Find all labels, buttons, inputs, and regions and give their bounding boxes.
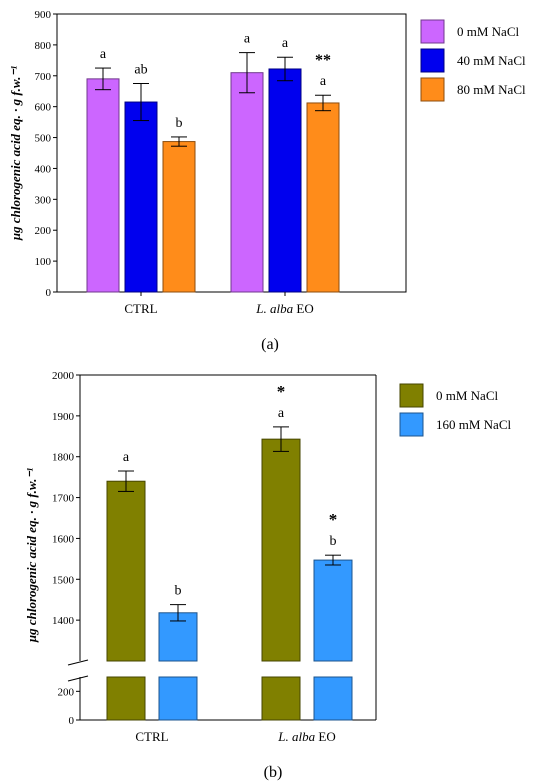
panel-b-ytick-lower-label-1: 200 bbox=[58, 686, 75, 698]
panel-a-legend-swatch-0 bbox=[420, 19, 445, 44]
panel-a-errorbar-s0-c1 bbox=[239, 52, 255, 94]
panel-b-caption: (b) bbox=[264, 764, 283, 781]
panel-a-letter-s1-c1: a bbox=[282, 36, 289, 51]
panel-b-xlabel-ctrl: CTRL bbox=[135, 729, 168, 744]
panel-b-bar-lower-s0-c1 bbox=[261, 676, 301, 721]
panel-b-ylabel: μg chlorogenic acid eq. · g f.w.⁻¹ bbox=[24, 468, 39, 643]
panel-b-xlabel-ctrl-part-0: CTRL bbox=[135, 729, 168, 744]
panel-a-ytick-label-2: 200 bbox=[35, 225, 52, 237]
panel-a-sig-s2-c1: ** bbox=[315, 52, 331, 69]
panel-b-legend-label-0: 0 mM NaCl bbox=[436, 388, 499, 403]
panel-b-xlabel-lalba: L. alba EO bbox=[277, 729, 335, 744]
panel-b-bar-lower-s0-c0 bbox=[106, 676, 146, 721]
panel-a-ytick-label-8: 800 bbox=[35, 40, 52, 52]
panel-b-xlabel-lalba-part-1: EO bbox=[315, 729, 336, 744]
panel-b-errorbar-s0-c1 bbox=[273, 426, 289, 452]
panel-a-legend-label-0: 0 mM NaCl bbox=[457, 24, 520, 39]
panel-a-errorbar-s2-c0 bbox=[171, 136, 187, 147]
panel-b-xlabel-lalba-part-0: L. alba bbox=[277, 729, 315, 744]
panel-a-ytick-label-9: 900 bbox=[35, 9, 52, 21]
panel-a-ylabel: μg chlorogenic acid eq. · g f.w.⁻¹ bbox=[8, 66, 23, 241]
panel-a-legend-label-1: 40 mM NaCl bbox=[457, 53, 526, 68]
panel-b-legend-label-1: 160 mM NaCl bbox=[436, 417, 512, 432]
panel-b-bar-lower-s1-c1 bbox=[313, 676, 353, 721]
panel-a-ytick-label-6: 600 bbox=[35, 102, 52, 114]
panel-a-bar-s2-c0 bbox=[162, 141, 196, 293]
panel-a-letter-s0-c1: a bbox=[244, 32, 251, 47]
panel-a-letter-s2-c1: a bbox=[320, 74, 327, 89]
panel-b-bar-upper-s1-c1 bbox=[313, 559, 353, 662]
panel-a-ytick-label-1: 100 bbox=[35, 256, 52, 268]
panel-a-ytick-label-7: 700 bbox=[35, 71, 52, 83]
panel-b-bar-upper-s0-c0 bbox=[106, 480, 146, 662]
panel-a-ytick-label-0: 0 bbox=[46, 287, 52, 299]
panel-b-sig-s1-c1: * bbox=[329, 510, 338, 529]
panel-a-caption: (a) bbox=[261, 336, 279, 353]
panel-a-xlabel-lalba-part-1: EO bbox=[293, 301, 314, 316]
panel-b-letter-s0-c1: a bbox=[278, 406, 285, 421]
panel-a-xlabel-lalba: L. alba EO bbox=[255, 301, 313, 316]
panel-b-ytick-upper-label-4: 1800 bbox=[52, 452, 75, 464]
panel-b-errorbar-s1-c0 bbox=[170, 604, 186, 622]
panel-b-bar-lower-s1-c0 bbox=[158, 676, 198, 721]
panel-a-legend-swatch-1 bbox=[420, 48, 445, 73]
panel-b-ytick-lower-label-0: 0 bbox=[69, 715, 75, 727]
panel-a-ytick-label-5: 500 bbox=[35, 133, 52, 145]
panel-b-ytick-upper-label-1: 1500 bbox=[52, 574, 75, 586]
panel-a-ytick-label-3: 300 bbox=[35, 194, 52, 206]
panel-a-bar-s0-c1 bbox=[230, 72, 264, 293]
panel-a-errorbar-s1-c0 bbox=[133, 83, 149, 122]
panel-a-letter-s2-c0: b bbox=[176, 116, 183, 131]
panel-b-errorbar-s1-c1 bbox=[325, 554, 341, 566]
panel-b-ytick-upper-label-5: 1900 bbox=[52, 411, 75, 423]
panel-b-ytick-upper-label-2: 1600 bbox=[52, 533, 75, 545]
panel-a-errorbar-s1-c1 bbox=[277, 56, 293, 82]
panel-b-ytick-upper-label-3: 1700 bbox=[52, 493, 75, 505]
panel-a-errorbar-s0-c0 bbox=[95, 67, 111, 91]
panel-b-bar-upper-s0-c1 bbox=[261, 438, 301, 662]
panel-a-bar-s1-c1 bbox=[268, 68, 302, 293]
panel-a-letter-s0-c0: a bbox=[100, 47, 107, 62]
panel-a-bar-s1-c0 bbox=[124, 101, 158, 293]
panel-a-xlabel-ctrl: CTRL bbox=[124, 301, 157, 316]
panel-a-legend-swatch-2 bbox=[420, 77, 445, 102]
panel-a-legend-label-2: 80 mM NaCl bbox=[457, 82, 526, 97]
panel-b-axis-break-upper bbox=[67, 659, 89, 666]
panel-b-ytick-upper-label-0: 1400 bbox=[52, 615, 75, 627]
panel-b-letter-s1-c0: b bbox=[175, 584, 182, 599]
panel-a-ytick-label-4: 400 bbox=[35, 163, 52, 175]
panel-a-errorbar-s2-c1 bbox=[315, 94, 331, 112]
panel-b-legend-swatch-0 bbox=[399, 383, 424, 408]
panel-b-legend-swatch-1 bbox=[399, 412, 424, 437]
panel-a-letter-s1-c0: ab bbox=[134, 63, 147, 78]
panel-b-axis-break-lower bbox=[67, 675, 89, 682]
panel-a-bar-s2-c1 bbox=[306, 102, 340, 293]
panel-a-xlabel-ctrl-part-0: CTRL bbox=[124, 301, 157, 316]
panel-b-errorbar-s0-c0 bbox=[118, 470, 134, 492]
panel-b-letter-s1-c1: b bbox=[330, 534, 337, 549]
panel-a-xlabel-lalba-part-0: L. alba bbox=[255, 301, 293, 316]
panel-a-bar-s0-c0 bbox=[86, 78, 120, 293]
panel-b-letter-s0-c0: a bbox=[123, 450, 130, 465]
panel-b-sig-s0-c1: * bbox=[277, 382, 286, 401]
panel-b-ytick-upper-label-6: 2000 bbox=[52, 370, 75, 382]
